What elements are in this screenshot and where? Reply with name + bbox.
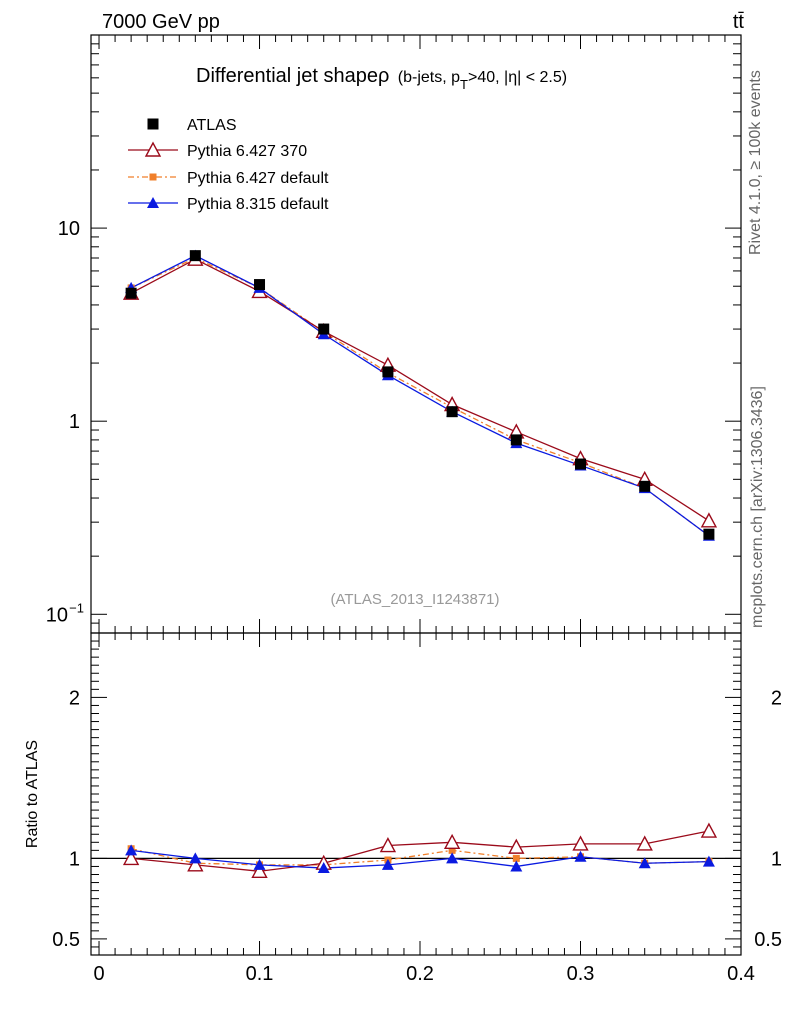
ratio-y-tick-label: 2	[69, 687, 80, 709]
chart-title-suffix-pre: (b-jets, p	[398, 69, 460, 86]
ratio-point-p8def	[702, 855, 715, 867]
ratio-point-p370	[251, 862, 268, 878]
y-tick-label: 10	[58, 218, 80, 240]
ratio-y-tick-label-right: 1	[771, 848, 782, 870]
ratio-point-p370	[700, 822, 718, 838]
data-point-atlas	[318, 323, 330, 335]
y-tick-exponent: −1	[69, 600, 84, 615]
analysis-reference: (ATLAS_2013_I1243871)	[330, 591, 499, 608]
chart-title: Differential jet shapeρ (b-jets, pT>40, …	[196, 65, 567, 92]
ratio-point-p8def	[253, 858, 266, 870]
series-line-p8def	[130, 254, 710, 537]
legend-label-p370: Pythia 6.427 370	[187, 143, 307, 160]
data-point-atlas	[575, 458, 587, 470]
ratio-point-p370	[187, 856, 204, 872]
legend-label-p6def: Pythia 6.427 default	[187, 170, 329, 187]
ratio-y-tick-label: 0.5	[52, 929, 80, 951]
ratio-line-p6def	[130, 848, 709, 866]
ratio-point-p8def	[189, 852, 202, 864]
data-point-atlas	[703, 528, 715, 540]
legend-marker-p8def	[147, 197, 159, 208]
chart-title-main: Differential jet shapeρ	[196, 65, 389, 87]
ratio-point-p370	[636, 835, 653, 851]
mcplots-label: mcplots.cern.ch [arXiv:1306.3436]	[749, 386, 766, 628]
ratio-point-p8def	[574, 850, 587, 862]
ratio-point-p8def	[446, 852, 459, 864]
chart-title-suffix-sub: T	[460, 77, 468, 92]
data-point-atlas	[639, 480, 651, 492]
data-point-atlas	[254, 279, 266, 291]
x-tick-label: 0.4	[727, 963, 755, 985]
ratio-point-p6def	[448, 846, 456, 854]
legend-marker-atlas	[147, 118, 159, 130]
ratio-point-p370	[508, 838, 525, 854]
data-point-atlas	[510, 434, 522, 446]
ratio-line-p8def	[131, 849, 709, 869]
legend-label-p8def: Pythia 8.315 default	[187, 196, 329, 213]
ratio-panel-frame	[90, 632, 742, 956]
rivet-version-label: Rivet 4.1.0, ≥ 100k events	[747, 70, 764, 255]
y-tick-label: 1	[69, 411, 80, 433]
ratio-point-p6def	[512, 854, 520, 862]
process-label: tt̄	[733, 11, 745, 33]
x-tick-label: 0.1	[246, 963, 274, 985]
main-panel-series	[122, 249, 718, 541]
ratio-point-p8def	[125, 844, 138, 856]
data-point-atlas	[446, 406, 458, 418]
ratio-point-p8def	[510, 860, 523, 872]
legend-label-atlas: ATLAS	[187, 117, 237, 134]
ratio-y-tick-label: 1	[69, 848, 80, 870]
data-point-atlas	[189, 250, 201, 262]
series-line-p6def	[130, 257, 710, 537]
ratio-panel-series	[122, 822, 718, 878]
legend: ATLAS Pythia 6.427 370 Pythia 6.427 defaul…	[128, 117, 329, 213]
ratio-y-tick-label-right: 0.5	[754, 929, 782, 951]
data-point-atlas	[125, 287, 137, 299]
y-tick-label: 10	[46, 604, 68, 626]
chart-title-suffix-post: >40, |η| < 2.5)	[468, 69, 567, 86]
ratio-axis-label: Ratio to ATLAS	[24, 740, 41, 848]
ratio-point-p370	[443, 833, 461, 849]
ratio-line-p370	[131, 830, 710, 872]
series-line-p370	[130, 258, 710, 522]
ratio-y-tick-label-right: 2	[771, 687, 782, 709]
x-tick-label: 0	[93, 963, 104, 985]
legend-marker-p370	[144, 141, 162, 157]
ratio-point-p370	[379, 837, 397, 853]
collision-energy-label: 7000 GeV pp	[102, 11, 220, 33]
ratio-point-p8def	[638, 857, 651, 869]
ratio-point-p370	[572, 835, 589, 851]
ratio-point-p8def	[381, 858, 394, 870]
x-tick-label: 0.3	[567, 963, 595, 985]
ratio-panel-ticks: 0 0.1 0.2 0.3 0.4 2 2 1 1 0.5 0.5	[52, 632, 782, 985]
ratio-point-p370	[122, 849, 140, 866]
data-point-atlas	[382, 366, 394, 378]
legend-marker-p6def	[149, 173, 157, 181]
x-tick-label: 0.2	[406, 963, 434, 985]
ratio-point-p8def	[317, 862, 330, 874]
data-point-p370	[700, 512, 718, 528]
